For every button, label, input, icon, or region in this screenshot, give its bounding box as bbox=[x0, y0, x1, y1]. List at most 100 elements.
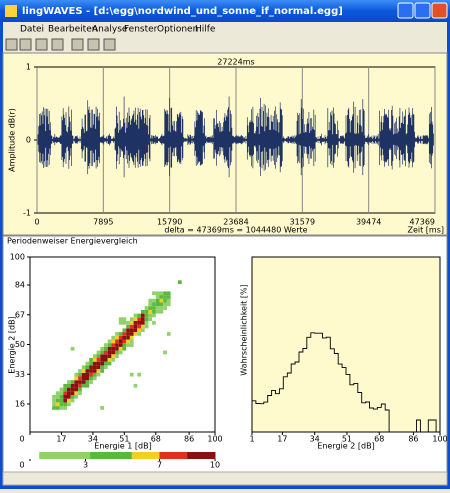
density-cell bbox=[159, 298, 164, 303]
toolbar-button[interactable] bbox=[71, 38, 84, 51]
density-cell bbox=[70, 398, 75, 403]
colorbar-cell bbox=[76, 452, 82, 459]
x-axis-label: Zeit [ms] bbox=[407, 226, 444, 235]
density-cell bbox=[144, 317, 149, 321]
density-cell bbox=[152, 309, 156, 314]
density-cell bbox=[89, 376, 93, 381]
colorbar-cell bbox=[201, 452, 207, 459]
menu-item[interactable]: Fenster bbox=[124, 25, 158, 35]
density-cell bbox=[163, 298, 167, 303]
density-cell bbox=[81, 372, 86, 377]
density-cell bbox=[163, 350, 167, 355]
density-cell bbox=[129, 321, 134, 325]
density-cell bbox=[129, 332, 134, 336]
colorbar-cell bbox=[99, 452, 105, 459]
density-cell bbox=[89, 372, 93, 377]
x-tick-label: 86 bbox=[184, 435, 194, 444]
menu-item[interactable]: Datei bbox=[20, 25, 44, 35]
density-cell bbox=[152, 302, 156, 307]
density-cell bbox=[107, 343, 112, 347]
density-cell bbox=[137, 328, 141, 333]
density-cell bbox=[141, 313, 145, 318]
density-cell bbox=[166, 291, 171, 296]
toolbar-button[interactable] bbox=[5, 38, 18, 51]
density-cell bbox=[100, 369, 104, 373]
density-cell bbox=[118, 350, 123, 355]
density-cell bbox=[129, 335, 134, 340]
density-cell bbox=[148, 298, 153, 303]
colorbar-cell bbox=[168, 452, 174, 459]
density-cell bbox=[59, 395, 64, 399]
density-cell bbox=[122, 335, 127, 340]
density-cell bbox=[63, 395, 67, 399]
maximize-button[interactable] bbox=[414, 2, 431, 19]
density-cell bbox=[111, 350, 116, 355]
density-cell bbox=[163, 306, 167, 310]
density-cell bbox=[104, 350, 108, 355]
density-cell bbox=[104, 358, 108, 362]
density-cell bbox=[137, 324, 141, 329]
menu-item[interactable]: Bearbeiten bbox=[48, 25, 97, 35]
x-tick-label: 0 bbox=[34, 218, 39, 227]
density-cell bbox=[133, 383, 138, 388]
density-cell bbox=[100, 354, 104, 358]
density-cell bbox=[107, 361, 112, 366]
density-cell bbox=[55, 398, 60, 403]
colorbar-cell bbox=[34, 452, 40, 459]
section-title: Periodenweiser Energievergleich bbox=[7, 237, 138, 246]
colorbar-cell bbox=[182, 452, 188, 459]
density-cell bbox=[67, 402, 71, 407]
menu-item[interactable]: Hilfe bbox=[195, 25, 216, 35]
density-cell bbox=[137, 332, 141, 336]
toolbar-button[interactable] bbox=[35, 38, 48, 51]
y-tick-label: 67 bbox=[15, 310, 25, 319]
menu-item[interactable]: Analyse bbox=[92, 25, 128, 35]
density-cell bbox=[118, 335, 123, 340]
density-cell bbox=[63, 383, 67, 388]
density-cell bbox=[155, 298, 160, 303]
x-tick-label: 17 bbox=[56, 435, 66, 444]
density-cell bbox=[133, 328, 138, 333]
density-cell bbox=[159, 295, 164, 299]
toolbar-button[interactable] bbox=[19, 38, 32, 51]
colorbar-cell bbox=[57, 452, 63, 459]
density-cell bbox=[85, 365, 90, 370]
density-cell bbox=[178, 280, 182, 284]
density-cell bbox=[126, 324, 130, 329]
density-cell bbox=[55, 402, 60, 407]
density-cell bbox=[100, 406, 104, 410]
density-cell bbox=[144, 321, 149, 325]
density-cell bbox=[55, 395, 60, 399]
density-cell bbox=[126, 339, 130, 344]
density-cell bbox=[122, 328, 127, 333]
density-cell bbox=[152, 306, 156, 310]
density-cell bbox=[144, 313, 149, 318]
density-cell bbox=[115, 346, 119, 351]
density-cell bbox=[96, 358, 101, 362]
waveform-duration: 27224ms bbox=[217, 58, 254, 67]
density-cell bbox=[155, 306, 160, 310]
colorbar-label: 0 bbox=[19, 461, 24, 470]
toolbar-button[interactable] bbox=[103, 38, 116, 51]
colorbar-cell bbox=[53, 452, 59, 459]
density-cell bbox=[104, 361, 108, 366]
density-cell bbox=[111, 339, 116, 344]
colorbar-cell bbox=[39, 452, 45, 459]
density-cell bbox=[107, 339, 112, 344]
density-cell bbox=[92, 365, 97, 370]
menu-item[interactable]: Optionen bbox=[157, 25, 198, 35]
density-cell bbox=[67, 391, 71, 395]
toolbar-button[interactable] bbox=[87, 38, 100, 51]
density-cell bbox=[107, 358, 112, 362]
toolbar-button[interactable] bbox=[51, 38, 64, 51]
density-cell bbox=[111, 358, 116, 362]
colorbar-cell bbox=[141, 452, 147, 459]
density-cell bbox=[115, 335, 119, 340]
density-cell bbox=[67, 398, 71, 403]
close-button[interactable] bbox=[431, 2, 448, 19]
density-cell bbox=[63, 387, 67, 392]
colorbar-cell bbox=[113, 452, 119, 459]
y-tick-label: 84 bbox=[15, 281, 25, 290]
density-cell bbox=[129, 372, 134, 377]
minimize-button[interactable] bbox=[397, 2, 414, 19]
